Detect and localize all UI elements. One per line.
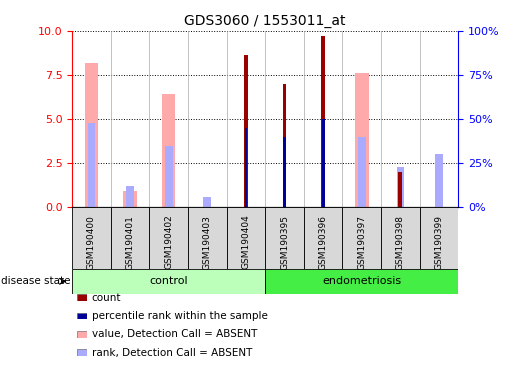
Bar: [162, 94, 176, 207]
Bar: [84, 63, 98, 207]
Text: GSM190396: GSM190396: [319, 215, 328, 270]
Text: rank, Detection Call = ABSENT: rank, Detection Call = ABSENT: [92, 348, 252, 358]
Bar: [265, 207, 304, 269]
Bar: [358, 137, 366, 207]
Text: GSM190403: GSM190403: [203, 215, 212, 270]
Text: endometriosis: endometriosis: [322, 276, 401, 286]
Bar: [165, 146, 173, 207]
Bar: [420, 207, 458, 269]
Bar: [111, 207, 149, 269]
Bar: [322, 119, 324, 207]
Bar: [355, 73, 369, 207]
Bar: [72, 207, 111, 269]
Bar: [188, 207, 227, 269]
Bar: [321, 36, 325, 207]
Text: GSM190400: GSM190400: [87, 215, 96, 270]
Bar: [244, 55, 248, 207]
Bar: [283, 137, 286, 207]
Bar: [381, 207, 420, 269]
Text: GSM190397: GSM190397: [357, 215, 366, 270]
Bar: [123, 192, 137, 207]
Text: GSM190401: GSM190401: [126, 215, 134, 270]
Bar: [203, 197, 211, 207]
Bar: [245, 128, 247, 207]
Bar: [126, 186, 134, 207]
Text: control: control: [149, 276, 188, 286]
Bar: [149, 207, 188, 269]
Bar: [397, 167, 404, 207]
Text: value, Detection Call = ABSENT: value, Detection Call = ABSENT: [92, 329, 257, 339]
Bar: [283, 84, 286, 207]
Text: GSM190399: GSM190399: [435, 215, 443, 270]
Title: GDS3060 / 1553011_at: GDS3060 / 1553011_at: [184, 14, 346, 28]
Bar: [399, 172, 402, 207]
Bar: [88, 122, 95, 207]
Text: percentile rank within the sample: percentile rank within the sample: [92, 311, 268, 321]
Bar: [227, 207, 265, 269]
Text: GSM190402: GSM190402: [164, 215, 173, 270]
Bar: [265, 269, 458, 294]
Bar: [435, 154, 443, 207]
Text: GSM190404: GSM190404: [242, 215, 250, 270]
Text: GSM190395: GSM190395: [280, 215, 289, 270]
Bar: [304, 207, 342, 269]
Bar: [342, 207, 381, 269]
Bar: [72, 269, 265, 294]
Text: disease state: disease state: [1, 276, 71, 286]
Text: count: count: [92, 293, 121, 303]
Text: GSM190398: GSM190398: [396, 215, 405, 270]
